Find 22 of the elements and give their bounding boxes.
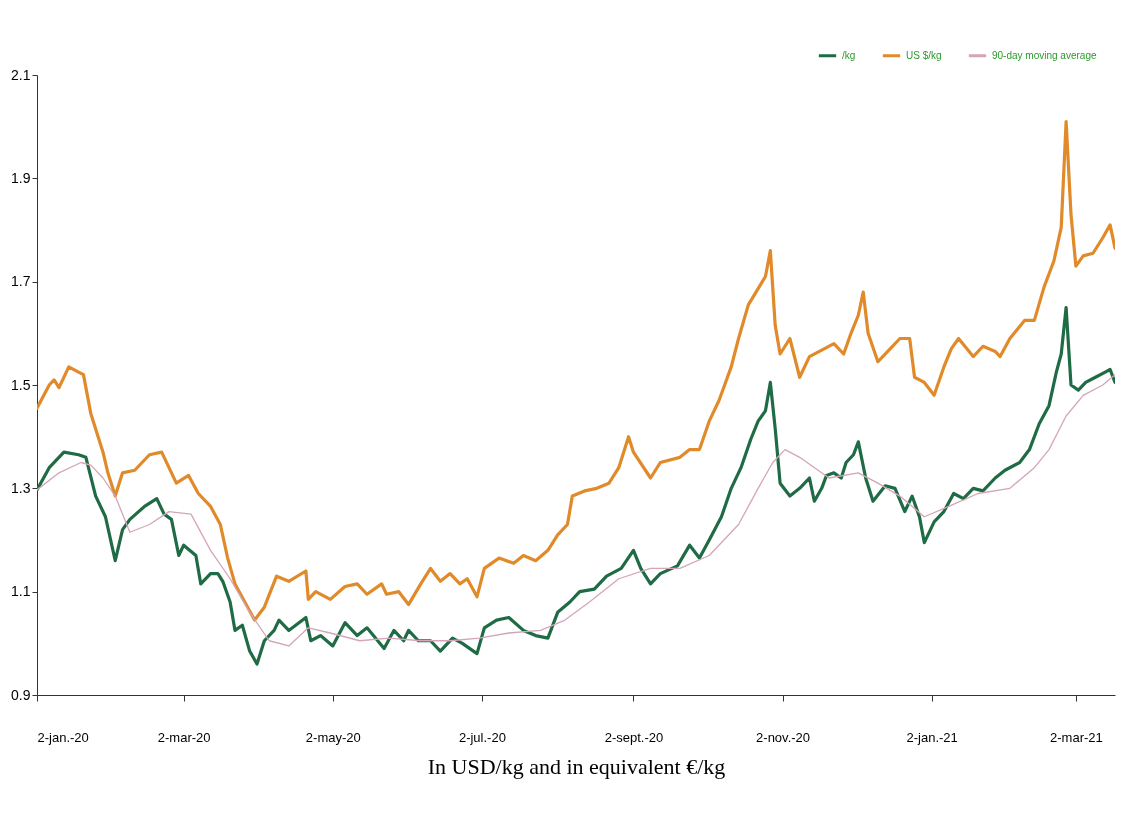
x-tick-label: 2-sept.-20	[604, 729, 664, 745]
x-tick-label: 2-jan.-21	[906, 729, 958, 745]
line-series	[37, 305, 1115, 666]
x-tick-label: 2-nov.-20	[756, 729, 811, 745]
x-axis-title: In USD/kg and in equivalent €/kg	[427, 753, 726, 779]
line-series	[37, 374, 1115, 647]
x-tick-label: 2-jan.-20	[37, 729, 89, 745]
line-series	[37, 119, 1115, 622]
y-tick-label: 2.1	[11, 66, 31, 83]
y-tick-label: 0.9	[11, 686, 31, 703]
x-tick-label: 2-may-20	[305, 729, 361, 745]
y-tick-label: 1.3	[11, 479, 31, 496]
legend-label: 90-day moving average	[992, 49, 1097, 61]
x-tick-label: 2-mar-21	[1050, 729, 1103, 745]
legend-label: US $/kg	[906, 49, 942, 61]
legend-label: /kg	[842, 49, 856, 61]
x-tick-label: 2-mar-20	[157, 729, 211, 745]
y-tick-label: 1.7	[11, 273, 31, 290]
y-tick-label: 1.1	[11, 583, 31, 600]
y-tick-label: 1.9	[11, 169, 31, 186]
x-tick-label: 2-jul.-20	[458, 729, 506, 745]
y-tick-label: 1.5	[11, 376, 31, 393]
